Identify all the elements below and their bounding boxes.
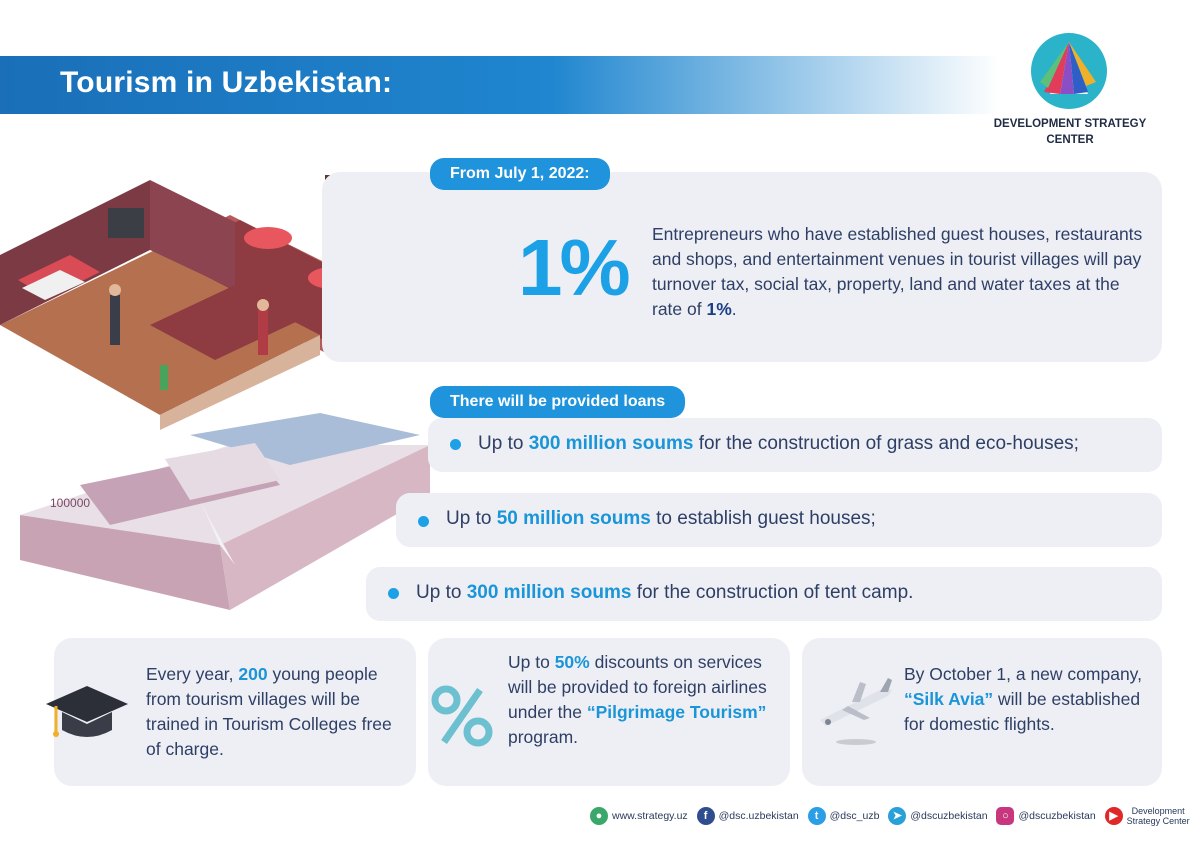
info-card-airline: By October 1, a new company, “Silk Avia”… bbox=[802, 638, 1162, 786]
logo-org-name: DEVELOPMENT STRATEGY CENTER bbox=[993, 118, 1147, 146]
loan-item: Up to 50 million soums to establish gues… bbox=[396, 493, 1162, 547]
banknote-stack-illustration: 100000 bbox=[20, 413, 430, 610]
loan-item-text: Up to 300 million soums for the construc… bbox=[416, 582, 914, 603]
bullet-dot bbox=[388, 588, 399, 599]
globe-icon: ● bbox=[590, 807, 608, 825]
loan-item: Up to 300 million soums for the construc… bbox=[428, 418, 1162, 472]
card-training-text: Every year, 200 young people from touris… bbox=[146, 664, 392, 759]
telegram-icon: ➤ bbox=[888, 807, 907, 825]
tax-text-main: Entrepreneurs who have established guest… bbox=[652, 224, 1143, 319]
bullet-dot bbox=[418, 516, 429, 527]
twitter-icon: t bbox=[807, 807, 826, 825]
date-pill: From July 1, 2022: bbox=[430, 158, 610, 190]
dsc-logo bbox=[1031, 33, 1107, 109]
info-card-training: Every year, 200 young people from touris… bbox=[46, 638, 416, 786]
twitter-link[interactable]: t @dsc_uzb bbox=[807, 807, 879, 825]
percent-icon bbox=[431, 685, 493, 747]
instagram-link[interactable]: ○ @dscuzbekistan bbox=[996, 807, 1096, 825]
svg-text:100000: 100000 bbox=[50, 496, 90, 510]
youtube-icon: ▶ bbox=[1104, 807, 1123, 825]
tax-description: Entrepreneurs who have established guest… bbox=[652, 222, 1152, 322]
bullet-dot bbox=[450, 439, 461, 450]
loans-pill: There will be provided loans bbox=[430, 386, 686, 418]
youtube-link[interactable]: ▶ Development Strategy Center bbox=[1104, 806, 1190, 826]
facebook-icon: f bbox=[696, 807, 715, 825]
card-discount-text: Up to 50% discounts on services will be … bbox=[508, 652, 767, 747]
tax-text-end: . bbox=[731, 299, 737, 319]
info-card-discount: Up to 50% discounts on services will be … bbox=[428, 638, 790, 786]
website-link[interactable]: ● www.strategy.uz bbox=[590, 807, 688, 825]
page-title: Tourism in Uzbekistan: bbox=[60, 66, 393, 99]
airplane-icon bbox=[820, 678, 892, 745]
header-band bbox=[0, 56, 1000, 114]
footer-social-links: ● www.strategy.uz f @dsc.uzbekistan t @dsc_… bbox=[590, 806, 1196, 828]
tax-rate-figure: 1% bbox=[518, 223, 631, 312]
facebook-link[interactable]: f @dsc.uzbekistan bbox=[696, 807, 799, 825]
loan-item-text: Up to 300 million soums for the construc… bbox=[478, 433, 1079, 454]
graduation-cap-icon bbox=[46, 686, 128, 737]
loan-item: Up to 300 million soums for the construc… bbox=[366, 567, 1162, 621]
loan-item-text: Up to 50 million soums to establish gues… bbox=[446, 508, 876, 529]
tax-text-highlight: 1% bbox=[706, 299, 732, 319]
card-airline-text: By October 1, a new company, “Silk Avia”… bbox=[904, 664, 1142, 734]
tax-panel bbox=[322, 172, 1162, 362]
telegram-link[interactable]: ➤ @dscuzbekistan bbox=[888, 807, 988, 825]
instagram-icon: ○ bbox=[996, 807, 1015, 825]
